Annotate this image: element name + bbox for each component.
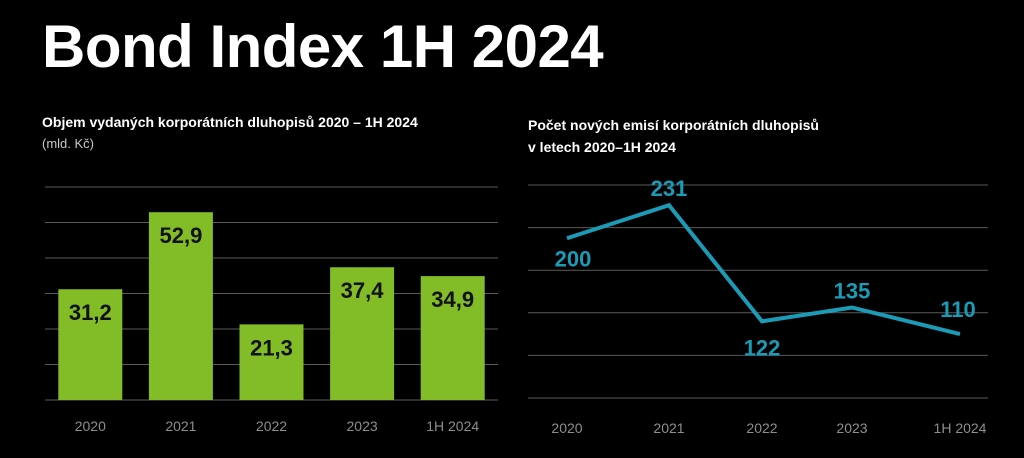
x-tick-label: 1H 2024	[426, 418, 479, 434]
line-value-label: 135	[834, 278, 871, 303]
bar	[330, 267, 395, 400]
x-tick-label: 2022	[256, 418, 287, 434]
x-tick-label: 2023	[347, 418, 378, 434]
line-value-label: 231	[651, 176, 688, 201]
bar-chart-title: Objem vydaných korporátních dluhopisů 20…	[42, 114, 418, 130]
bar	[58, 289, 123, 400]
x-tick-label: 2020	[551, 420, 582, 436]
bar-value-label: 21,3	[250, 335, 293, 360]
line-value-label: 110	[940, 297, 976, 322]
x-tick-label: 2022	[746, 420, 777, 436]
bar-value-label: 31,2	[69, 300, 112, 325]
line-chart-title-line-2: v letech 2020–1H 2024	[528, 139, 676, 155]
page-title: Bond Index 1H 2024	[42, 13, 604, 80]
series-line	[566, 202, 961, 337]
line-value-label: 122	[744, 335, 781, 360]
bar	[148, 212, 213, 400]
x-tick-label: 2021	[165, 418, 196, 434]
line-chart-title: Počet nových emisí korporátních dluhopis…	[528, 114, 819, 158]
bar-chart-unit: (mld. Kč)	[42, 136, 94, 151]
bar	[420, 276, 485, 400]
x-tick-label: 1H 2024	[934, 420, 987, 436]
x-tick-label: 2020	[75, 418, 106, 434]
line-chart-title-line-1: Počet nových emisí korporátních dluhopis…	[528, 117, 819, 133]
x-tick-label: 2021	[653, 420, 684, 436]
line-value-label: 200	[555, 246, 592, 271]
bar-value-label: 52,9	[159, 223, 202, 248]
x-tick-label: 2023	[836, 420, 867, 436]
bar	[239, 324, 304, 400]
bar-value-label: 37,4	[341, 278, 385, 303]
bar-value-label: 34,9	[431, 287, 474, 312]
